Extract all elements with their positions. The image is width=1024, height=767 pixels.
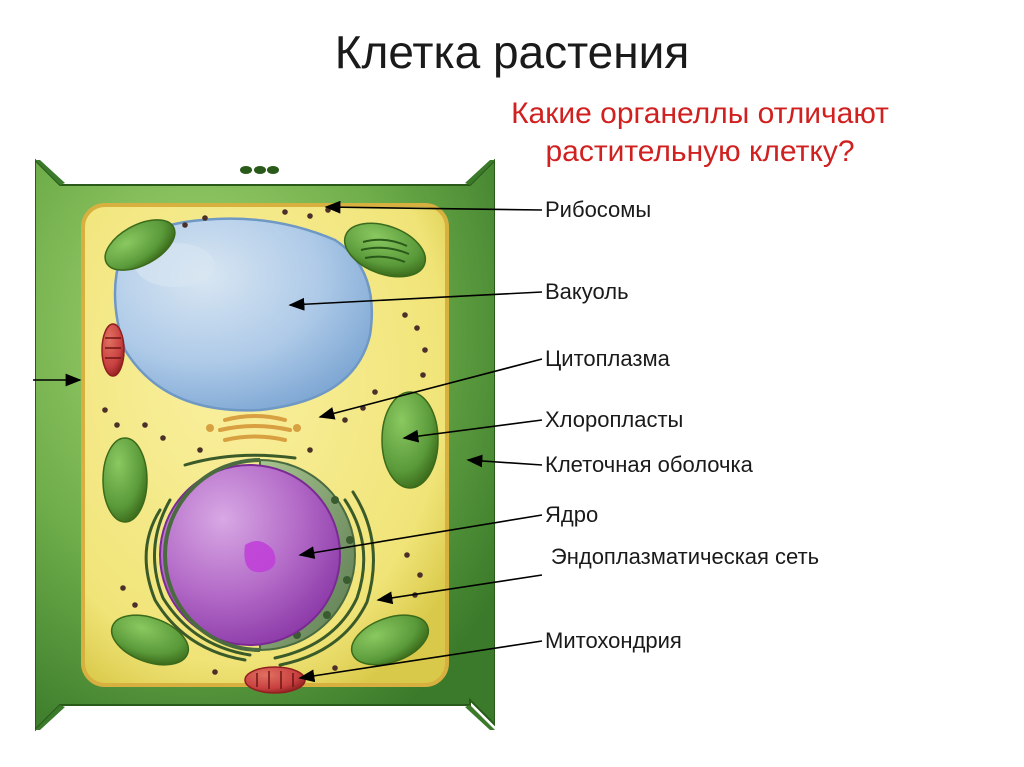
label-ribosomes: Рибосомы xyxy=(545,197,651,223)
label-mitochondrion: Митохондрия xyxy=(545,628,682,654)
label-nucleus: Ядро xyxy=(545,502,598,528)
label-er: Эндоплазматическая сеть xyxy=(545,545,825,569)
page-title: Клетка растения xyxy=(0,25,1024,79)
label-vacuole: Вакуоль xyxy=(545,279,629,305)
label-cell-wall: Клеточная оболочка xyxy=(545,452,753,478)
page-subtitle: Какие органеллы отличают растительную кл… xyxy=(420,95,980,170)
label-chloroplasts: Хлоропласты xyxy=(545,407,683,433)
nucleus xyxy=(160,460,355,650)
label-cytoplasm: Цитоплазма xyxy=(545,346,670,372)
plant-cell-diagram xyxy=(35,150,495,740)
